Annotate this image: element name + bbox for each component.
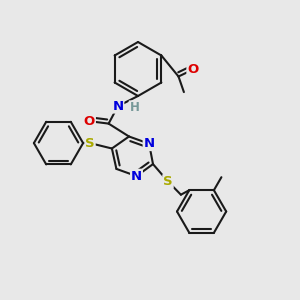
Text: H: H [130, 101, 139, 114]
Text: N: N [131, 169, 142, 183]
Text: N: N [143, 137, 155, 150]
Text: O: O [187, 63, 199, 76]
Text: S: S [85, 136, 95, 150]
Text: N: N [112, 100, 124, 113]
Text: S: S [163, 175, 173, 188]
Text: O: O [84, 115, 95, 128]
